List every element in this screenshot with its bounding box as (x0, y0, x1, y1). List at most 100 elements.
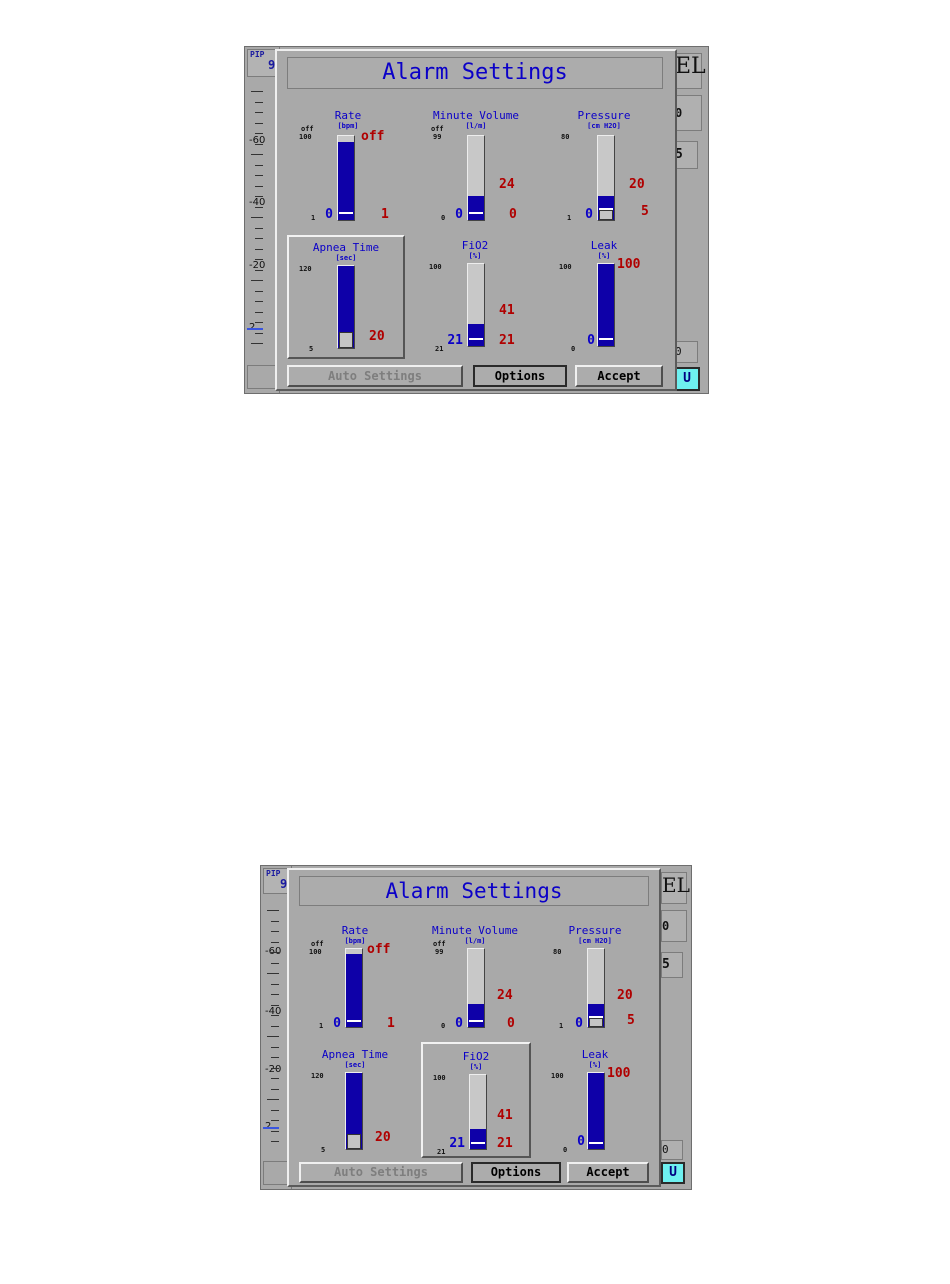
slider-fill (468, 196, 484, 220)
dialog-title: Alarm Settings (299, 876, 649, 906)
pressure-slider[interactable] (597, 135, 615, 221)
apnea-time-alarm-panel[interactable]: Apnea Time [sec] 120 5 20 (287, 235, 405, 359)
scale-tick (255, 144, 263, 145)
options-button[interactable]: Options (471, 1162, 561, 1183)
minute-volume-alarm-panel[interactable]: Minute Volume [l/m] off 99 0 0 24 0 (421, 924, 529, 1038)
lower-limit: 0 (509, 207, 517, 222)
scale-tick (255, 186, 263, 187)
panel-unit: [sec] (335, 254, 357, 262)
max-label: 100 (551, 1072, 564, 1080)
slider-fill (346, 1073, 362, 1149)
slider-handle[interactable] (599, 210, 613, 220)
scale-tick (251, 280, 263, 281)
scale-tick (271, 984, 279, 985)
pressure-slider[interactable] (587, 948, 605, 1028)
options-button[interactable]: Options (473, 365, 567, 387)
scale-tick (271, 1089, 279, 1090)
ventilator-screen-2: PIP 9 -60 -40 -20 2 EL 0 5 0 U Alarm Set… (260, 865, 692, 1190)
scale-tick (255, 259, 263, 260)
scale-tick (271, 1131, 279, 1132)
limit-marker (589, 1016, 603, 1018)
limit-marker (469, 212, 483, 214)
auto-settings-button[interactable]: Auto Settings (299, 1162, 463, 1183)
rate-alarm-panel[interactable]: Rate [bpm] off 100 1 0 off 1 (301, 924, 409, 1038)
slider-fill (588, 1073, 604, 1149)
panel-title: Minute Volume (432, 109, 520, 122)
dialog-title: Alarm Settings (287, 57, 663, 89)
slider-handle[interactable] (347, 1134, 361, 1149)
max-label: 80 (561, 133, 570, 141)
scale-tick (271, 931, 279, 932)
scale-tick (267, 1036, 279, 1037)
rate-slider[interactable] (345, 948, 363, 1028)
accept-button[interactable]: Accept (567, 1162, 649, 1183)
fio2-alarm-panel[interactable]: FiO2 [%] 100 21 21 41 21 (417, 237, 533, 359)
scale-tick (271, 1057, 279, 1058)
minute-volume-slider[interactable] (467, 135, 485, 221)
fio2-slider[interactable] (469, 1074, 487, 1150)
rate-alarm-panel[interactable]: Rate [bpm] off 100 1 0 off 1 (291, 109, 405, 231)
pressure-alarm-panel[interactable]: Pressure [cm H2O] 80 1 0 20 5 (541, 924, 649, 1038)
current-value: 0 (585, 207, 593, 222)
upper-limit: 20 (369, 329, 385, 344)
upper-limit: off (367, 942, 391, 957)
fio2-slider[interactable] (467, 263, 485, 347)
scale-tick (251, 91, 263, 92)
alarm-settings-dialog: Alarm Settings Rate [bpm] off 100 1 0 of… (275, 49, 677, 391)
scale-label: 2 (265, 1121, 271, 1132)
auto-settings-button[interactable]: Auto Settings (287, 365, 463, 387)
slider-fill (598, 264, 614, 346)
limit-marker (589, 1142, 603, 1144)
scale-tick (271, 1110, 279, 1111)
scale-tick (255, 175, 263, 176)
scale-tick (271, 994, 279, 995)
minute-volume-slider[interactable] (467, 948, 485, 1028)
scale-tick (255, 333, 263, 334)
slider-handle[interactable] (589, 1018, 603, 1027)
min-label: 5 (309, 345, 314, 353)
limit-marker (347, 1020, 361, 1022)
apnea-time-alarm-panel[interactable]: Apnea Time [sec] 120 5 20 (301, 1044, 409, 1158)
off-label: off (431, 125, 444, 133)
leak-slider[interactable] (587, 1072, 605, 1150)
panel-title: Rate (341, 924, 369, 937)
scale-tick (271, 921, 279, 922)
min-label: 0 (571, 345, 576, 353)
slider-handle[interactable] (339, 332, 353, 348)
accept-button[interactable]: Accept (575, 365, 663, 387)
max-label: 100 (433, 1074, 446, 1082)
rate-slider[interactable] (337, 135, 355, 221)
lower-limit: 0 (507, 1016, 515, 1031)
scale-tick (271, 1026, 279, 1027)
lower-limit: 21 (497, 1136, 513, 1151)
panel-title: Apnea Time (312, 241, 380, 254)
leak-slider[interactable] (597, 263, 615, 347)
panel-title: Pressure (568, 924, 622, 937)
menu-button[interactable]: U (674, 367, 700, 391)
status-value: 0 (674, 95, 702, 131)
panel-unit: [%] (469, 1063, 483, 1071)
apnea-time-slider[interactable] (337, 265, 355, 349)
current-value: 0 (587, 333, 595, 348)
fio2-alarm-panel[interactable]: FiO2 [%] 100 21 21 41 21 (421, 1042, 531, 1158)
pressure-alarm-panel[interactable]: Pressure [cm H2O] 80 1 0 20 5 (547, 109, 661, 231)
leak-alarm-panel[interactable]: Leak [%] 100 0 0 100 (541, 1044, 649, 1158)
off-label: off (311, 940, 324, 948)
minute-volume-alarm-panel[interactable]: Minute Volume [l/m] off 99 0 0 24 0 (419, 109, 533, 231)
pip-label: PIP (266, 869, 281, 878)
menu-button[interactable]: U (661, 1162, 685, 1184)
apnea-time-slider[interactable] (345, 1072, 363, 1150)
max-label: 100 (309, 948, 322, 956)
panel-unit: [l/m] (464, 937, 486, 945)
current-value: 0 (575, 1016, 583, 1031)
min-label: 1 (311, 214, 316, 222)
ventilator-screen-1: PIP 9 -60 -40 -20 2 EL 0 5 0 U Alarm Set… (244, 46, 709, 394)
baseline-marker (263, 1127, 279, 1129)
baseline-marker (247, 328, 263, 330)
scale-tick (255, 165, 263, 166)
status-value: 0 (661, 1140, 683, 1160)
scale-tick (267, 1099, 279, 1100)
leak-alarm-panel[interactable]: Leak [%] 100 0 0 100 (547, 237, 661, 359)
lower-limit: 21 (499, 333, 515, 348)
min-label: 21 (437, 1148, 446, 1156)
